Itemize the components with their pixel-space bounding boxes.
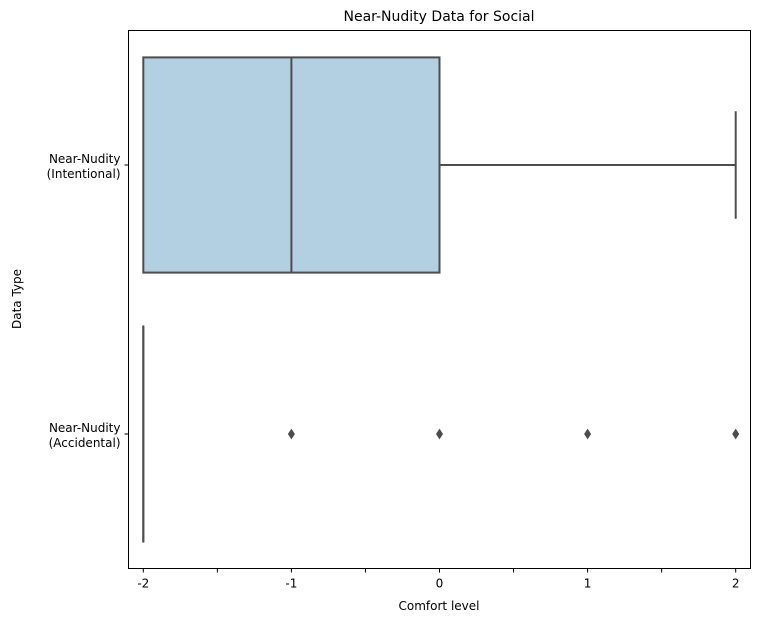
plot-area: -2 -1 0 1 2 Near-Nudity (Intentional)Near-Nud… bbox=[47, 30, 751, 591]
chart-title: Near-Nudity Data for Social bbox=[343, 9, 534, 25]
x-axis-title: Comfort level bbox=[399, 599, 480, 613]
x-tick-label: -2 bbox=[137, 577, 149, 591]
outlier-point bbox=[584, 428, 592, 440]
outlier-point bbox=[287, 428, 295, 440]
box-plot-series bbox=[142, 56, 740, 543]
y-axis: Near-Nudity (Intentional) Near-Nudity (Acci… bbox=[47, 152, 129, 450]
outlier-point bbox=[732, 428, 740, 440]
y-axis-title: Data Type bbox=[10, 269, 24, 329]
x-tick-label: 2 bbox=[732, 577, 740, 591]
x-axis: -2 -1 0 1 2 bbox=[137, 568, 740, 591]
x-tick-label: -1 bbox=[285, 577, 297, 591]
x-tick-label: 1 bbox=[584, 577, 592, 591]
y-tick-label: Near-Nudity (Intentional) bbox=[47, 152, 121, 181]
outlier-point bbox=[435, 428, 444, 440]
x-tick-label: 0 bbox=[436, 577, 444, 591]
y-tick-label: Near-Nudity (Accidental) bbox=[49, 421, 121, 450]
